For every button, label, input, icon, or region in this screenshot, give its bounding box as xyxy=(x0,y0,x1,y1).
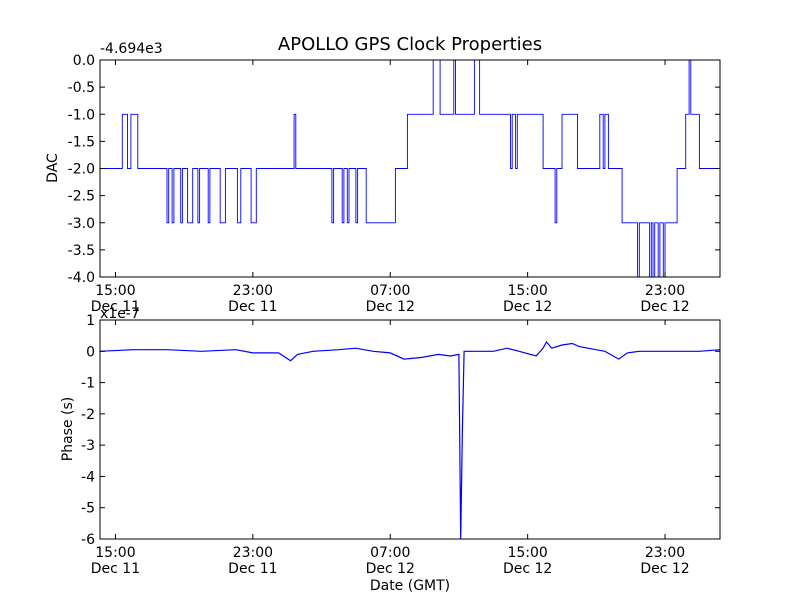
dac-y-tick-label: -1.0 xyxy=(68,107,95,123)
dac-y-tick-label: 0.0 xyxy=(73,53,95,69)
dac-y-tick-label: -4.0 xyxy=(68,270,95,286)
dac-series-group xyxy=(100,59,720,278)
phase-y-tick-label: -4 xyxy=(81,469,95,485)
dac-x-tick-date-label: Dec 12 xyxy=(503,299,552,315)
phase-x-axis-label: Date (GMT) xyxy=(370,578,450,594)
dac-x-tick-time-label: 15:00 xyxy=(507,283,547,299)
dac-y-tick-label: -1.5 xyxy=(68,134,95,150)
phase-y-tick-label: -2 xyxy=(81,407,95,423)
phase-y-tick-label: 0 xyxy=(86,344,95,360)
phase-x-tick-time-label: 07:00 xyxy=(370,545,410,561)
dac-x-tick-date-label: Dec 12 xyxy=(640,299,689,315)
dac-x-tick-date-label: Dec 11 xyxy=(228,299,277,315)
phase-panel: x1e-7 Phase (s) Date (GMT) 1 0 -1 -2 -3 -4 -5 -… xyxy=(60,306,721,594)
phase-x-tick-date-label: Dec 11 xyxy=(91,561,140,577)
phase-y-tick-label: -6 xyxy=(81,532,95,548)
phase-x-tick-time-label: 23:00 xyxy=(645,545,685,561)
phase-y-tick-label: -3 xyxy=(81,438,95,454)
phase-plot-frame xyxy=(99,319,721,540)
dac-x-tick-time-label: 07:00 xyxy=(370,283,410,299)
dac-x-tick-time-label: 15:00 xyxy=(95,283,135,299)
dac-offset-label: -4.694e3 xyxy=(100,41,163,57)
phase-x-tick-time-label: 15:00 xyxy=(95,545,135,561)
dac-y-tick-label: -0.5 xyxy=(68,80,95,96)
phase-series-line-0 xyxy=(99,340,721,540)
phase-y-axis-label: Phase (s) xyxy=(60,397,76,461)
phase-y-tick-label: 1 xyxy=(86,313,95,329)
dac-x-tick-date-label: Dec 11 xyxy=(91,299,140,315)
phase-offset-label: x1e-7 xyxy=(100,306,140,322)
phase-x-tick-time-label: 15:00 xyxy=(507,545,547,561)
phase-series-group xyxy=(99,340,721,540)
dac-y-tick-label: -2.5 xyxy=(68,189,95,205)
dac-x-tick-time-label: 23:00 xyxy=(233,283,273,299)
dac-y-tick-label: -3.5 xyxy=(68,243,95,259)
phase-x-tick-time-label: 23:00 xyxy=(233,545,273,561)
phase-y-tick-label: -5 xyxy=(81,501,95,517)
dac-y-tick-label: -2.0 xyxy=(68,162,95,178)
phase-x-tick-date-label: Dec 12 xyxy=(366,561,415,577)
dac-series-line-0 xyxy=(100,59,720,278)
phase-x-tick-date-label: Dec 11 xyxy=(228,561,277,577)
dac-y-axis-label: DAC xyxy=(45,153,61,183)
dac-ticks-group: 0.0-0.5-1.0-1.5-2.0-2.5-3.0-3.5-4.015:00… xyxy=(68,53,720,315)
dac-x-tick-time-label: 23:00 xyxy=(645,283,685,299)
dac-plot-frame xyxy=(99,59,721,278)
phase-x-tick-date-label: Dec 12 xyxy=(503,561,552,577)
phase-x-tick-date-label: Dec 12 xyxy=(640,561,689,577)
figure-title: APOLLO GPS Clock Properties xyxy=(278,34,542,55)
dac-panel: -4.694e3 DAC 0.0 -0.5 -1.0 -1.5 -2.0 -2.5 -3.0… xyxy=(45,41,721,315)
phase-y-tick-label: -1 xyxy=(81,376,95,392)
dac-x-tick-date-label: Dec 12 xyxy=(366,299,415,315)
dac-y-tick-label: -3.0 xyxy=(68,216,95,232)
